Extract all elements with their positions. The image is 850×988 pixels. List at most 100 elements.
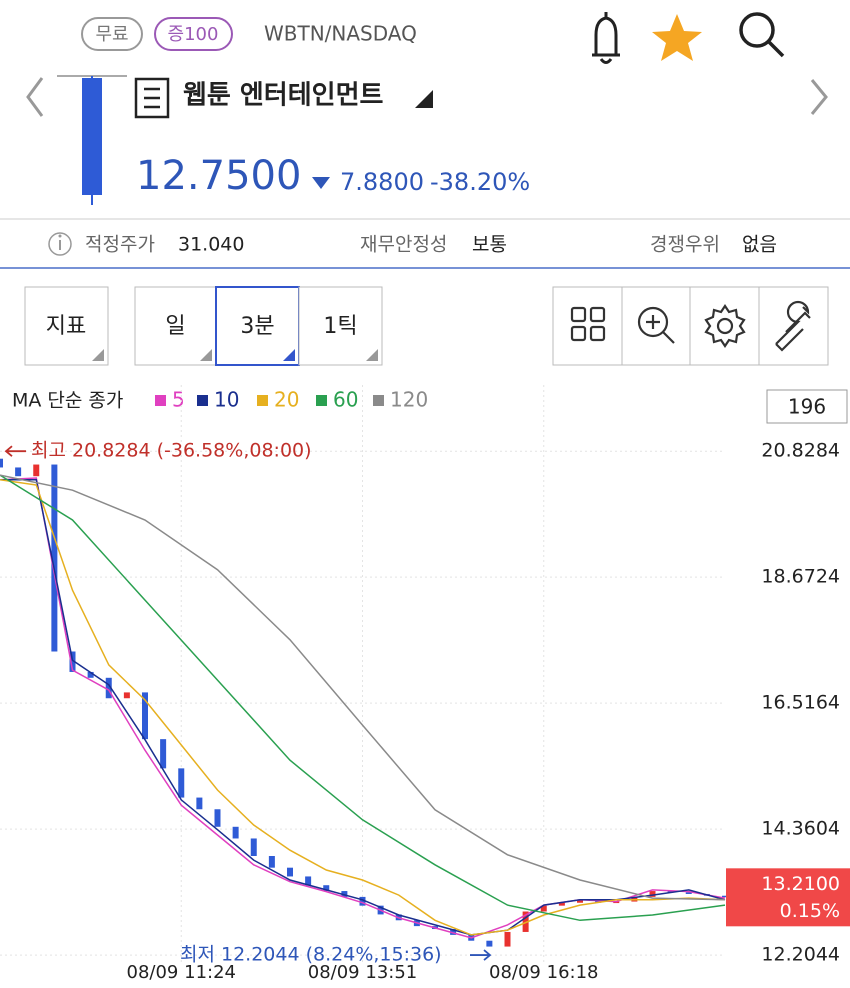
y-tick-label: 18.6724 [761,566,840,588]
legend-swatch [197,395,208,406]
price-chart: 20.8284 18.6724 16.5164 14.3604 12.2044 08/09… [0,385,850,983]
period-button[interactable]: 1틱 [298,286,383,366]
period-corner [200,349,212,361]
candle-body [323,885,330,892]
candle-body [341,891,348,897]
next-button[interactable] [810,79,828,115]
period-frame [298,286,383,366]
info-icon[interactable] [48,232,72,256]
y-tick-label: 16.5164 [761,692,840,714]
candle-body [722,895,728,898]
ticker: WBTN/NASDAQ [264,22,417,46]
price-change: 7.8800 [340,168,424,196]
points-badge[interactable]: 증100 [154,17,233,51]
y-tick-label: 20.8284 [761,440,840,462]
legend-label: 5 [172,388,185,412]
current-change-label: 0.15% [780,900,840,922]
current-price-label: 13.2100 [761,873,840,895]
stock-name: 웹툰 엔터테인먼트 [183,81,383,111]
candle-body [232,826,239,839]
stability: 보통 [472,234,507,256]
y-tick-label: 12.2044 [761,944,840,966]
candle-body [160,739,167,769]
zoom-icon[interactable] [637,306,675,344]
legend-label: 20 [274,388,299,412]
period-button[interactable]: 3분 [215,286,300,366]
current-price: 12.7500 [136,153,301,199]
candle-body [305,876,312,886]
search-icon[interactable] [739,12,785,58]
candle-body [486,940,493,947]
legend-swatch [373,395,384,406]
tool-buttons [552,286,829,366]
indicator-button[interactable]: 지표 [24,286,109,366]
candle-body [0,458,3,468]
candle-count-box[interactable]: 196 [766,389,848,424]
period-label: 일 [165,314,185,339]
candle-body [504,931,511,947]
legend-swatch [257,395,268,406]
ma-line [0,474,726,901]
legend: 5 10 20 60 120 [155,388,428,412]
period-buttons: 일 3분 1틱 [134,286,383,366]
indicator-label: 지표 [46,314,86,339]
price-change-pct: -38.20% [430,168,530,196]
free-badge[interactable]: 무료 [81,17,143,51]
layout-icon[interactable] [570,306,606,342]
x-tick-label: 08/09 11:24 [127,962,236,983]
y-tick-label: 14.3604 [761,818,840,840]
candle-body [123,692,130,699]
stability-label: 재무안정성 [360,234,447,256]
current-price-box [726,868,850,927]
candle-body [69,651,76,672]
candle-body [287,867,293,877]
bell-icon[interactable] [592,12,620,64]
settings-icon[interactable] [704,304,746,348]
legend-swatch [316,395,327,406]
candle-body [15,467,22,477]
fair-price: 31.040 [178,234,244,256]
ma-line [0,478,726,936]
candle-body [105,677,112,699]
period-button[interactable]: 일 [134,286,217,366]
candle-count: 196 [788,395,826,419]
candle-body [540,905,547,912]
low-arrow [470,949,492,961]
x-tick-label: 08/09 13:51 [308,962,417,983]
candle-body [214,809,221,827]
day-candle [57,75,127,205]
stock-menu-arrow[interactable] [415,90,433,108]
ma-line [0,478,726,936]
high-label: 최고 20.8284 (-36.58%,08:00) [31,440,312,462]
period-frame [134,286,217,366]
low-label: 최저 12.2044 (8.24%,15:36) [180,944,442,966]
favorite-star[interactable] [652,14,702,61]
tools-icon[interactable] [775,300,811,352]
candle-body [359,896,366,906]
document-icon[interactable] [134,77,170,119]
x-tick-label: 08/09 16:18 [489,962,598,983]
period-label: 3분 [240,314,274,339]
period-corner [366,349,378,361]
candle-body [558,902,565,906]
prev-button[interactable] [26,77,44,117]
fair-price-label: 적정주가 [85,234,155,256]
ma-line [0,474,726,922]
candle-body [522,911,529,932]
period-corner [283,349,295,361]
candle-body [51,464,58,652]
legend-title: MA 단순 종가 [12,390,123,412]
down-arrow [312,177,330,189]
period-label: 1틱 [323,314,357,339]
candle-body [142,692,148,740]
legend-label: 10 [214,388,239,412]
candle-body [450,929,457,935]
candle-body [178,768,185,798]
candle-body [268,856,275,868]
candle-body [196,797,203,810]
legend-label: 120 [390,388,428,412]
legend-swatch [155,395,166,406]
